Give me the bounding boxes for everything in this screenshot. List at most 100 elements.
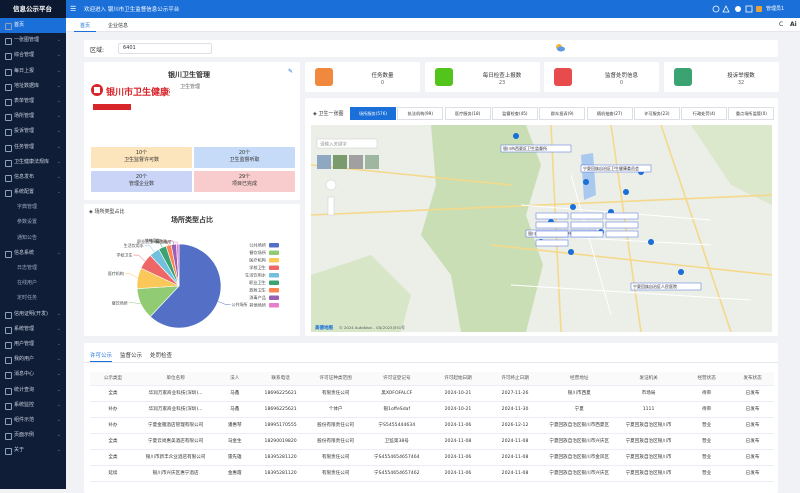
menu-item[interactable]: 日志管理 — [0, 261, 66, 276]
map-tab[interactable]: 医疗服务(18) — [444, 107, 491, 120]
legend-label: 其他场所 — [249, 302, 266, 309]
heading-text: 场所类型占比 — [94, 209, 125, 215]
map-logo: 高德地图 — [315, 324, 333, 331]
slice-label: 放射卫生 — [145, 237, 161, 243]
map-pin[interactable] — [678, 269, 685, 280]
tab[interactable]: 首页 — [74, 20, 97, 32]
table-cell: 个体户 — [307, 401, 365, 418]
menu-item[interactable]: 我的用户 ⌄ — [0, 352, 66, 367]
pie-slice — [176, 243, 180, 287]
map-tab[interactable]: 随机抽查(27) — [586, 107, 633, 120]
table-cell: 全类 — [90, 433, 136, 450]
table-tab[interactable]: 监督公示 — [120, 353, 143, 359]
ai-icon[interactable]: Ai — [790, 21, 797, 28]
table-row[interactable]: 全类 宁夏云尚惠美酒店有限公司 马金生 18290019820 股份有限责任公司 卫监第3… — [90, 433, 774, 450]
edit-icon[interactable]: ✎ — [288, 68, 294, 75]
table-cell: 马鑫 — [215, 385, 255, 402]
map[interactable]: 请输入关键字 银川市西夏区卫生监督所宁夏回族自治区卫生健康委员会银川市金凤区卫生… — [311, 125, 772, 332]
table-cell: 2024-11-08 — [486, 465, 544, 482]
map-tab[interactable]: 行政处罚(4) — [681, 107, 728, 120]
region-select[interactable]: 6401 — [118, 43, 212, 54]
stat-value: 0 — [619, 80, 624, 86]
menu-item[interactable]: 系统监控 ⌄ — [0, 398, 66, 413]
menu-text: 系统监控 — [14, 401, 35, 408]
map-tab[interactable]: 重点场所监管(0) — [728, 107, 775, 120]
menu-item[interactable]: 关于 ⌄ — [0, 443, 66, 458]
menu-text: 在线用户 — [17, 280, 38, 287]
table-cell: 银1offeSdaf — [364, 401, 430, 418]
map-tab[interactable]: 执法机构(99) — [397, 107, 444, 120]
map-tab[interactable]: 监督检查(45) — [491, 107, 538, 120]
map-search[interactable]: 请输入关键字 — [320, 141, 347, 148]
menu-item[interactable]: 用户管理 ⌄ — [0, 337, 66, 352]
map-pin[interactable] — [623, 189, 630, 200]
menu-toggle[interactable]: ☰ — [70, 5, 77, 13]
table-cell: 已发布 — [731, 417, 774, 434]
menu-item[interactable]: 系统配置 ⌄ — [0, 185, 66, 200]
menu-item[interactable]: 首页 — [0, 18, 66, 34]
legend-label: 医疗机构 — [249, 257, 266, 264]
menu-text: 首页 — [14, 22, 25, 28]
table-cell: 18395281120 — [254, 465, 308, 482]
map-tab[interactable]: 许可服务(23) — [633, 107, 680, 120]
table-cell: 潘惠琴 — [215, 417, 255, 434]
chevron: ⌄ — [56, 325, 61, 332]
table-cell: 有限责任公司 — [307, 449, 365, 466]
table-row[interactable]: 全类 银川市新丰众业酒店有限公司 雷先雄 18395281120 有限责任公司 宁S455… — [90, 449, 774, 466]
menu-item[interactable]: 任务管理 ⌄ — [0, 140, 66, 155]
stat-icon — [434, 68, 453, 86]
menu-item[interactable]: 投诉管理 ⌄ — [0, 124, 66, 139]
marker-label-box — [570, 221, 604, 229]
logo-text: 银川市卫生健康委员会 — [106, 86, 170, 98]
menu-item[interactable]: 字典管理 — [0, 200, 66, 215]
tab[interactable]: 企业信息 — [108, 23, 129, 29]
map-tab[interactable]: 群众投诉(9) — [539, 107, 586, 120]
table-tab[interactable]: 处罚检查 — [150, 353, 173, 359]
map-pin[interactable] — [568, 249, 575, 260]
menu-item[interactable]: 通知公告 — [0, 231, 66, 246]
menu-item[interactable]: 在线用户 — [0, 276, 66, 291]
marker-label-box — [500, 144, 572, 153]
menu-item[interactable]: 系统管理 ⌄ — [0, 322, 66, 337]
menu-item[interactable]: 信息系统 ⌄ — [0, 246, 66, 261]
user-name[interactable]: 管理员1 — [766, 6, 785, 12]
menu-item[interactable]: 页面示例 ⌄ — [0, 428, 66, 443]
table-cell: 已发布 — [731, 433, 774, 450]
menu-item[interactable]: 统计查询 ⌄ — [0, 383, 66, 398]
refresh-icon[interactable]: C — [779, 21, 784, 28]
menu-item[interactable]: 组件示范 ⌄ — [0, 413, 66, 428]
map-pin[interactable] — [583, 179, 590, 190]
leader-line — [128, 302, 142, 305]
menu-item[interactable]: 参数设置 — [0, 215, 66, 230]
menu-item[interactable]: 表单管理 ⌄ — [0, 94, 66, 109]
map-pin[interactable] — [513, 133, 520, 144]
table-tab[interactable]: 许可公示 — [90, 351, 113, 362]
header-icons[interactable] — [712, 5, 762, 14]
menu-item[interactable]: 地址数据库 ⌄ — [0, 79, 66, 94]
sidebar: 信息公示平台 首页 一张图管理 ⌄ 综合管理 ⌄ 每日上报 ⌄ 地址数据库 ⌄ 表单管理 ⌄ 场所管理… — [0, 0, 66, 489]
table-row[interactable]: 全类 华润万家商业科技(深圳)... 马鑫 18696225621 有限责任公司 黑XOF… — [90, 385, 774, 402]
pie-card: ◈ 场所类型占比 场所类型占比 公共场所 餐饮场所 医疗机构 学校卫生 生活饮用水 职业卫… — [84, 204, 300, 336]
menu-item[interactable]: 卫生健康法规库 ⌄ — [0, 155, 66, 170]
table-cell: 宁S5455444634 — [364, 417, 430, 434]
menu-item[interactable]: 消息中心 ⌄ — [0, 367, 66, 382]
menu-item[interactable]: 综合管理 ⌄ — [0, 48, 66, 63]
map-pin[interactable] — [648, 239, 655, 250]
menu-item[interactable]: 场所管理 ⌄ — [0, 109, 66, 124]
menu-item[interactable]: 一张图管理 ⌄ — [0, 33, 66, 48]
column-header: 许可证种类范围 — [307, 372, 365, 386]
table-row[interactable]: 补办 华润万家商业科技(深圳)... 马鑫 18696225621 个体户 银1offeS… — [90, 401, 774, 418]
table-row[interactable]: 补办 宁夏金雁酒店管理有限公司 潘惠琴 18995170555 股份有限责任公司 宁S54… — [90, 417, 774, 434]
legend-swatch — [269, 243, 279, 248]
table-row[interactable]: 延续 银川市兴庆区惠宁酒店 金惠霞 18395281120 有限责任公司 宁S455465… — [90, 465, 774, 482]
menu-item[interactable]: 信息发布 ⌄ — [0, 170, 66, 185]
menu-item[interactable]: 定时任务 — [0, 291, 66, 306]
chart-title: 场所类型占比 — [171, 215, 213, 224]
menu-item[interactable]: 信用证明(开发) ⌄ — [0, 307, 66, 322]
map-tab[interactable]: 场所服务(576) — [350, 107, 396, 120]
map-pin[interactable] — [570, 204, 577, 215]
menu-item[interactable]: 每日上报 ⌄ — [0, 64, 66, 79]
table-cell: 银川市西夏 — [543, 385, 615, 402]
